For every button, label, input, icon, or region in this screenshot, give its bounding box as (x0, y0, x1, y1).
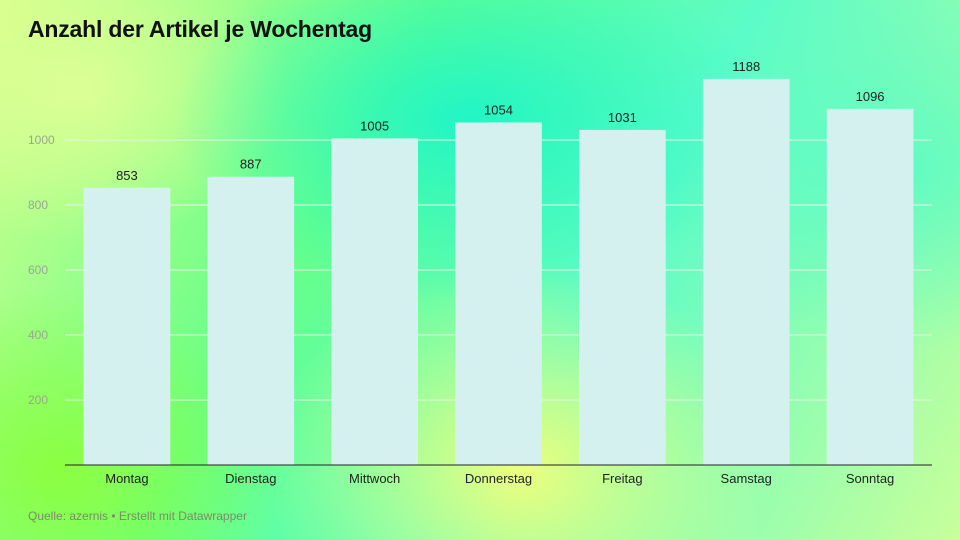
bar-samstag (702, 78, 790, 466)
y-tick-label: 800 (28, 198, 48, 212)
chart-title: Anzahl der Artikel je Wochentag (28, 16, 372, 42)
y-tick-label: 400 (28, 328, 48, 342)
value-label: 1005 (360, 118, 389, 133)
x-tick-label: Sonntag (846, 471, 894, 486)
value-labels: 853 887 1005 1054 1031 1188 1096 (116, 59, 884, 183)
bar-mittwoch (331, 138, 418, 465)
value-label: 1188 (732, 59, 760, 74)
y-tick-label: 600 (28, 263, 48, 277)
y-tick-label: 200 (28, 393, 48, 407)
bars (83, 78, 914, 466)
x-tick-label: Dienstag (225, 471, 276, 486)
value-label: 853 (116, 168, 138, 183)
x-axis-labels: Montag Dienstag Mittwoch Donnerstag Freitag S… (105, 471, 894, 486)
value-label: 1054 (484, 102, 513, 117)
value-label: 887 (240, 157, 262, 172)
x-tick-label: Freitag (602, 471, 642, 486)
x-tick-label: Samstag (721, 471, 772, 486)
bar-dienstag (207, 176, 295, 465)
x-tick-label: Montag (105, 471, 148, 486)
x-tick-label: Mittwoch (349, 471, 400, 486)
bar-donnerstag (455, 122, 542, 465)
x-tick-label: Donnerstag (465, 471, 532, 486)
bar-montag (83, 187, 171, 465)
y-tick-label: 1000 (28, 133, 55, 147)
bar-freitag (579, 129, 666, 466)
source-note: Quelle: azernis • Erstellt mit Datawrapp… (28, 509, 247, 523)
y-axis-ticks: 200 400 600 800 1000 (28, 133, 55, 407)
value-label: 1096 (856, 89, 885, 104)
bar-sonntag (826, 108, 914, 466)
value-label: 1031 (608, 110, 637, 125)
